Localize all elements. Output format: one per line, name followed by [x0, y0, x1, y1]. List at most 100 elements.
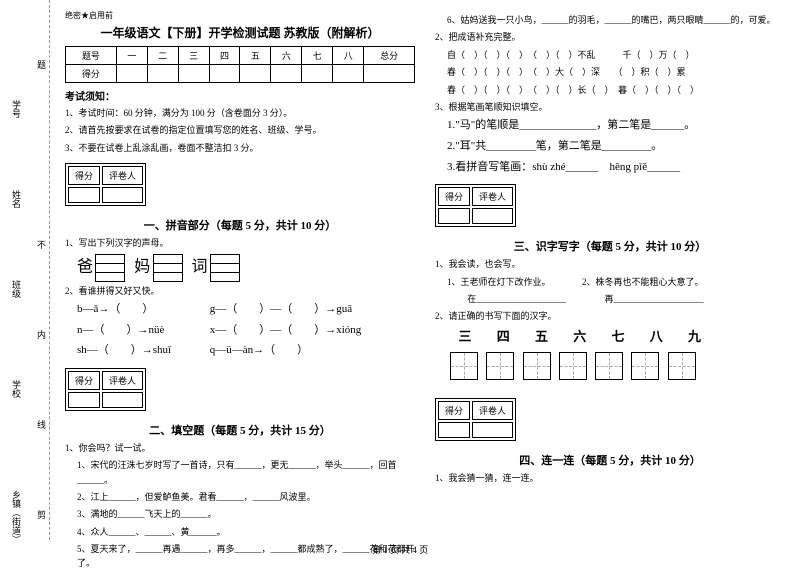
th: 六 [271, 47, 302, 65]
char-label: 爸 [77, 258, 93, 275]
section-1-title: 一、拼音部分（每题 5 分，共计 10 分） [65, 217, 415, 233]
section-score-box: 得分评卷人 [65, 368, 146, 411]
notice-item: 1、考试时间：60 分钟，满分为 100 分（含卷面分 3 分）。 [65, 106, 415, 120]
th: 七 [302, 47, 333, 65]
pinyin-cell: n—（ ）→nüè [77, 322, 207, 340]
th: 一 [116, 47, 147, 65]
stroke-item: 2."耳"共_________笔，第二笔是_________。 [435, 138, 785, 156]
margin-label: 学校 [10, 380, 23, 398]
score-label: 得分 [68, 371, 100, 390]
section-score-box: 得分评卷人 [65, 163, 146, 206]
exam-title: 一年级语文【下册】开学检测试题 苏教版（附解析） [65, 24, 415, 41]
th: 五 [240, 47, 271, 65]
grader-label: 评卷人 [102, 166, 143, 185]
pinyin-cell: x—（ ）—（ ）→xióng [210, 324, 362, 336]
big-char: 九 [680, 327, 710, 348]
pinyin-cell: b—ǎ→（ ） [77, 301, 207, 319]
grader-label: 评卷人 [102, 371, 143, 390]
left-column: 绝密★启用前 一年级语文【下册】开学检测试题 苏教版（附解析） 题号 一 二 三… [55, 10, 425, 530]
score-label: 得分 [438, 187, 470, 206]
section-score-box: 得分评卷人 [435, 398, 516, 441]
grader-label: 评卷人 [472, 187, 513, 206]
margin-mark: 剪 [35, 510, 48, 519]
char-label: 词 [192, 258, 208, 275]
stroke-item: 3.看拼音写笔画：shù zhé______ hēng pǐě______ [435, 159, 785, 177]
th: 三 [178, 47, 209, 65]
q-text: 1、我会猜一猜，连一连。 [435, 471, 785, 485]
tian-box [668, 352, 696, 380]
pinyin-row: b—ǎ→（ ） g—（ ）—（ ）→guā [65, 301, 415, 319]
char-row: 爸 妈 词 [65, 254, 415, 281]
table-row: 题号 一 二 三 四 五 六 七 八 总分 [66, 47, 415, 65]
big-char: 五 [527, 327, 557, 348]
left-margin: 乡镇（街道） 学校 班级 姓名 学号 剪 线 内 不 题 [0, 0, 50, 540]
q-text: 1、你会吗？试一试。 [65, 441, 415, 455]
th: 题号 [66, 47, 117, 65]
fill-item: 6、姑妈送我一只小鸟，______的羽毛，______的嘴巴，两只眼睛_____… [435, 13, 785, 27]
tian-row [435, 352, 785, 384]
line-item: 1、王老师在灯下改作业。 2、株冬再也不能粗心大意了。 [435, 275, 785, 289]
margin-label: 姓名 [10, 190, 23, 208]
pinyin-cell: sh—（ ）→shuǐ [77, 342, 207, 360]
big-char: 八 [641, 327, 671, 348]
notice-title: 考试须知： [65, 88, 415, 103]
margin-label: 学号 [10, 100, 23, 118]
line-item: 在____________________ 再_________________… [435, 292, 785, 306]
fill-item: 5、夏天来了，______再遇______，再多______，______都成熟… [65, 542, 415, 571]
stroke-item: 1."马"的笔顺是______________，第二笔是______。 [435, 117, 785, 135]
tian-box [523, 352, 551, 380]
big-char: 三 [450, 327, 480, 348]
tian-box [486, 352, 514, 380]
td: 得分 [66, 65, 117, 83]
confidential-label: 绝密★启用前 [65, 10, 415, 21]
content-area: 绝密★启用前 一年级语文【下册】开学检测试题 苏教版（附解析） 题号 一 二 三… [50, 0, 800, 540]
margin-mark: 线 [35, 420, 48, 429]
tian-box [631, 352, 659, 380]
margin-label: 乡镇（街道） [10, 490, 23, 540]
section-4-title: 四、连一连（每题 5 分，共计 10 分） [435, 452, 785, 468]
th: 八 [333, 47, 364, 65]
section-score-box: 得分评卷人 [435, 184, 516, 227]
th: 四 [209, 47, 240, 65]
pinyin-cell: q—ü—àn→（ ） [210, 344, 308, 356]
pinyin-row: n—（ ）→nüè x—（ ）—（ ）→xióng [65, 322, 415, 340]
q-text: 3、根据笔画笔顺知识填空。 [435, 100, 785, 114]
answer-box [210, 254, 240, 281]
big-char: 六 [565, 327, 595, 348]
margin-label: 班级 [10, 280, 23, 298]
fill-item: 1、宋代的汪洙七岁时写了一首诗，只有______，更无______，举头____… [65, 458, 415, 487]
page-container: 乡镇（街道） 学校 班级 姓名 学号 剪 线 内 不 题 绝密★启用前 一年级语… [0, 0, 800, 540]
tian-box [559, 352, 587, 380]
th: 二 [147, 47, 178, 65]
right-column: 6、姑妈送我一只小鸟，______的羽毛，______的嘴巴，两只眼睛_____… [425, 10, 795, 530]
big-char: 七 [603, 327, 633, 348]
score-label: 得分 [68, 166, 100, 185]
score-label: 得分 [438, 401, 470, 420]
notice-item: 2、请首先按要求在试卷的指定位置填写您的姓名、班级、学号。 [65, 123, 415, 137]
answer-box [95, 254, 125, 281]
q-text: 1、我会读，也会写。 [435, 257, 785, 271]
char-label: 妈 [134, 258, 150, 275]
idiom-row: 春（ ）（ ）（ ） （ ）大（ ）深 （ ）积（ ）累 [435, 65, 785, 79]
margin-mark: 不 [35, 240, 48, 249]
table-row: 得分 [66, 65, 415, 83]
fill-item: 4、众人______、______、黄______。 [65, 525, 415, 539]
margin-mark: 内 [35, 330, 48, 339]
grader-label: 评卷人 [472, 401, 513, 420]
section-3-title: 三、识字写字（每题 5 分，共计 10 分） [435, 238, 785, 254]
q2-text: 2、看谁拼得又好又快。 [65, 284, 415, 298]
notice-item: 3、不要在试卷上乱涂乱画，卷面不整洁扣 3 分。 [65, 141, 415, 155]
th: 总分 [364, 47, 415, 65]
section-2-title: 二、填空题（每题 5 分，共计 15 分） [65, 422, 415, 438]
pinyin-row: sh—（ ）→shuǐ q—ü—àn→（ ） [65, 342, 415, 360]
idiom-row: 自（ ）（ ）（ ） （ ）（ ）不乱 千（ ）万（ ） [435, 48, 785, 62]
tian-box [595, 352, 623, 380]
score-table: 题号 一 二 三 四 五 六 七 八 总分 得分 [65, 46, 415, 83]
idiom-row: 春（ ）（ ）（ ） （ ）（ ）长（ ） 暮（ ）（ ）（ ） [435, 83, 785, 97]
big-char: 四 [488, 327, 518, 348]
tian-box [450, 352, 478, 380]
q-text: 2、把成语补充完整。 [435, 30, 785, 44]
fill-item: 2、江上______，但爱鲈鱼美。君看______，______风波里。 [65, 490, 415, 504]
q1-text: 1、写出下列汉字的声母。 [65, 236, 415, 250]
margin-mark: 题 [35, 60, 48, 69]
